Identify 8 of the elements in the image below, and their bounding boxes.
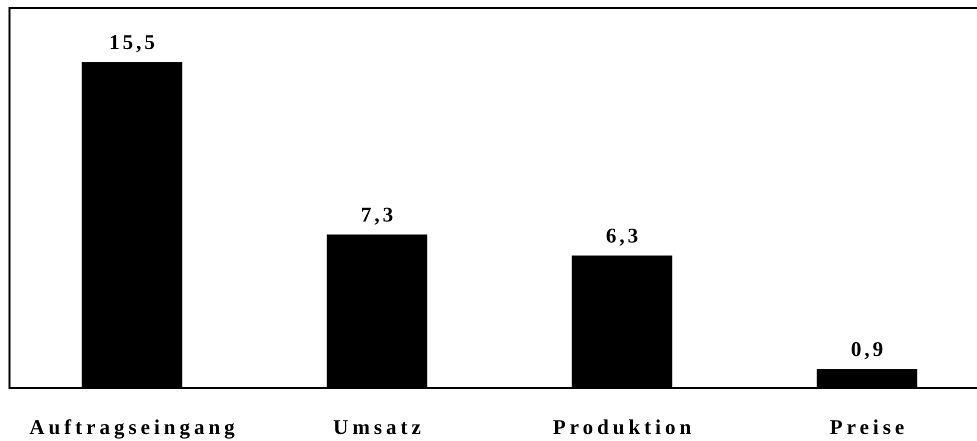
data-label: 7,3 bbox=[360, 202, 396, 227]
x-tick-label: Produktion bbox=[552, 414, 696, 439]
data-label: 15,5 bbox=[109, 30, 158, 54]
data-label: 0,9 bbox=[850, 337, 886, 362]
x-tick-label: Umsatz bbox=[333, 414, 425, 439]
data-label: 6,3 bbox=[606, 224, 642, 248]
x-tick-label: Preise bbox=[830, 414, 908, 439]
x-tick-label: Auftragseingang bbox=[29, 414, 239, 439]
